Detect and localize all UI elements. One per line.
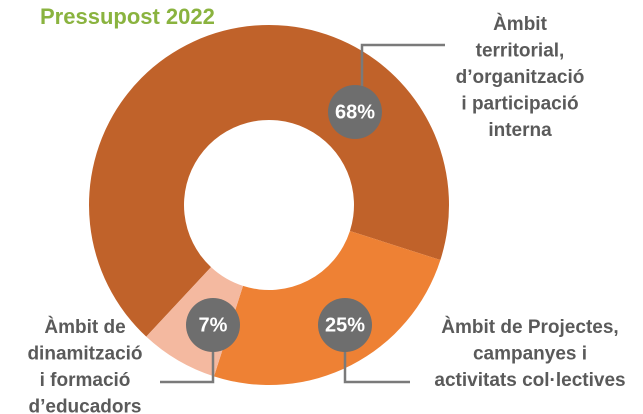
- value-label: 25%: [325, 314, 365, 336]
- value-label: 68%: [335, 101, 375, 123]
- category-label: i participació: [461, 94, 578, 115]
- value-label: 7%: [199, 314, 228, 336]
- value-badge: [186, 298, 240, 352]
- category-label: d’organització: [456, 67, 585, 88]
- value-badge: [318, 298, 372, 352]
- category-label: Àmbit de: [44, 316, 125, 338]
- chart-title: Pressupost 2022: [40, 4, 215, 29]
- category-label: Àmbit: [493, 13, 548, 35]
- value-badge: [328, 85, 382, 139]
- category-label: interna: [488, 120, 552, 141]
- category-label: i formació: [40, 370, 131, 391]
- category-label: campanyes i: [473, 344, 587, 365]
- category-label: Àmbit de Projectes,: [441, 316, 618, 338]
- category-label: activitats col·lectives: [434, 370, 625, 391]
- category-label: d’educadors: [29, 397, 142, 414]
- category-label: dinamització: [27, 344, 142, 365]
- category-label: territorial,: [476, 41, 565, 62]
